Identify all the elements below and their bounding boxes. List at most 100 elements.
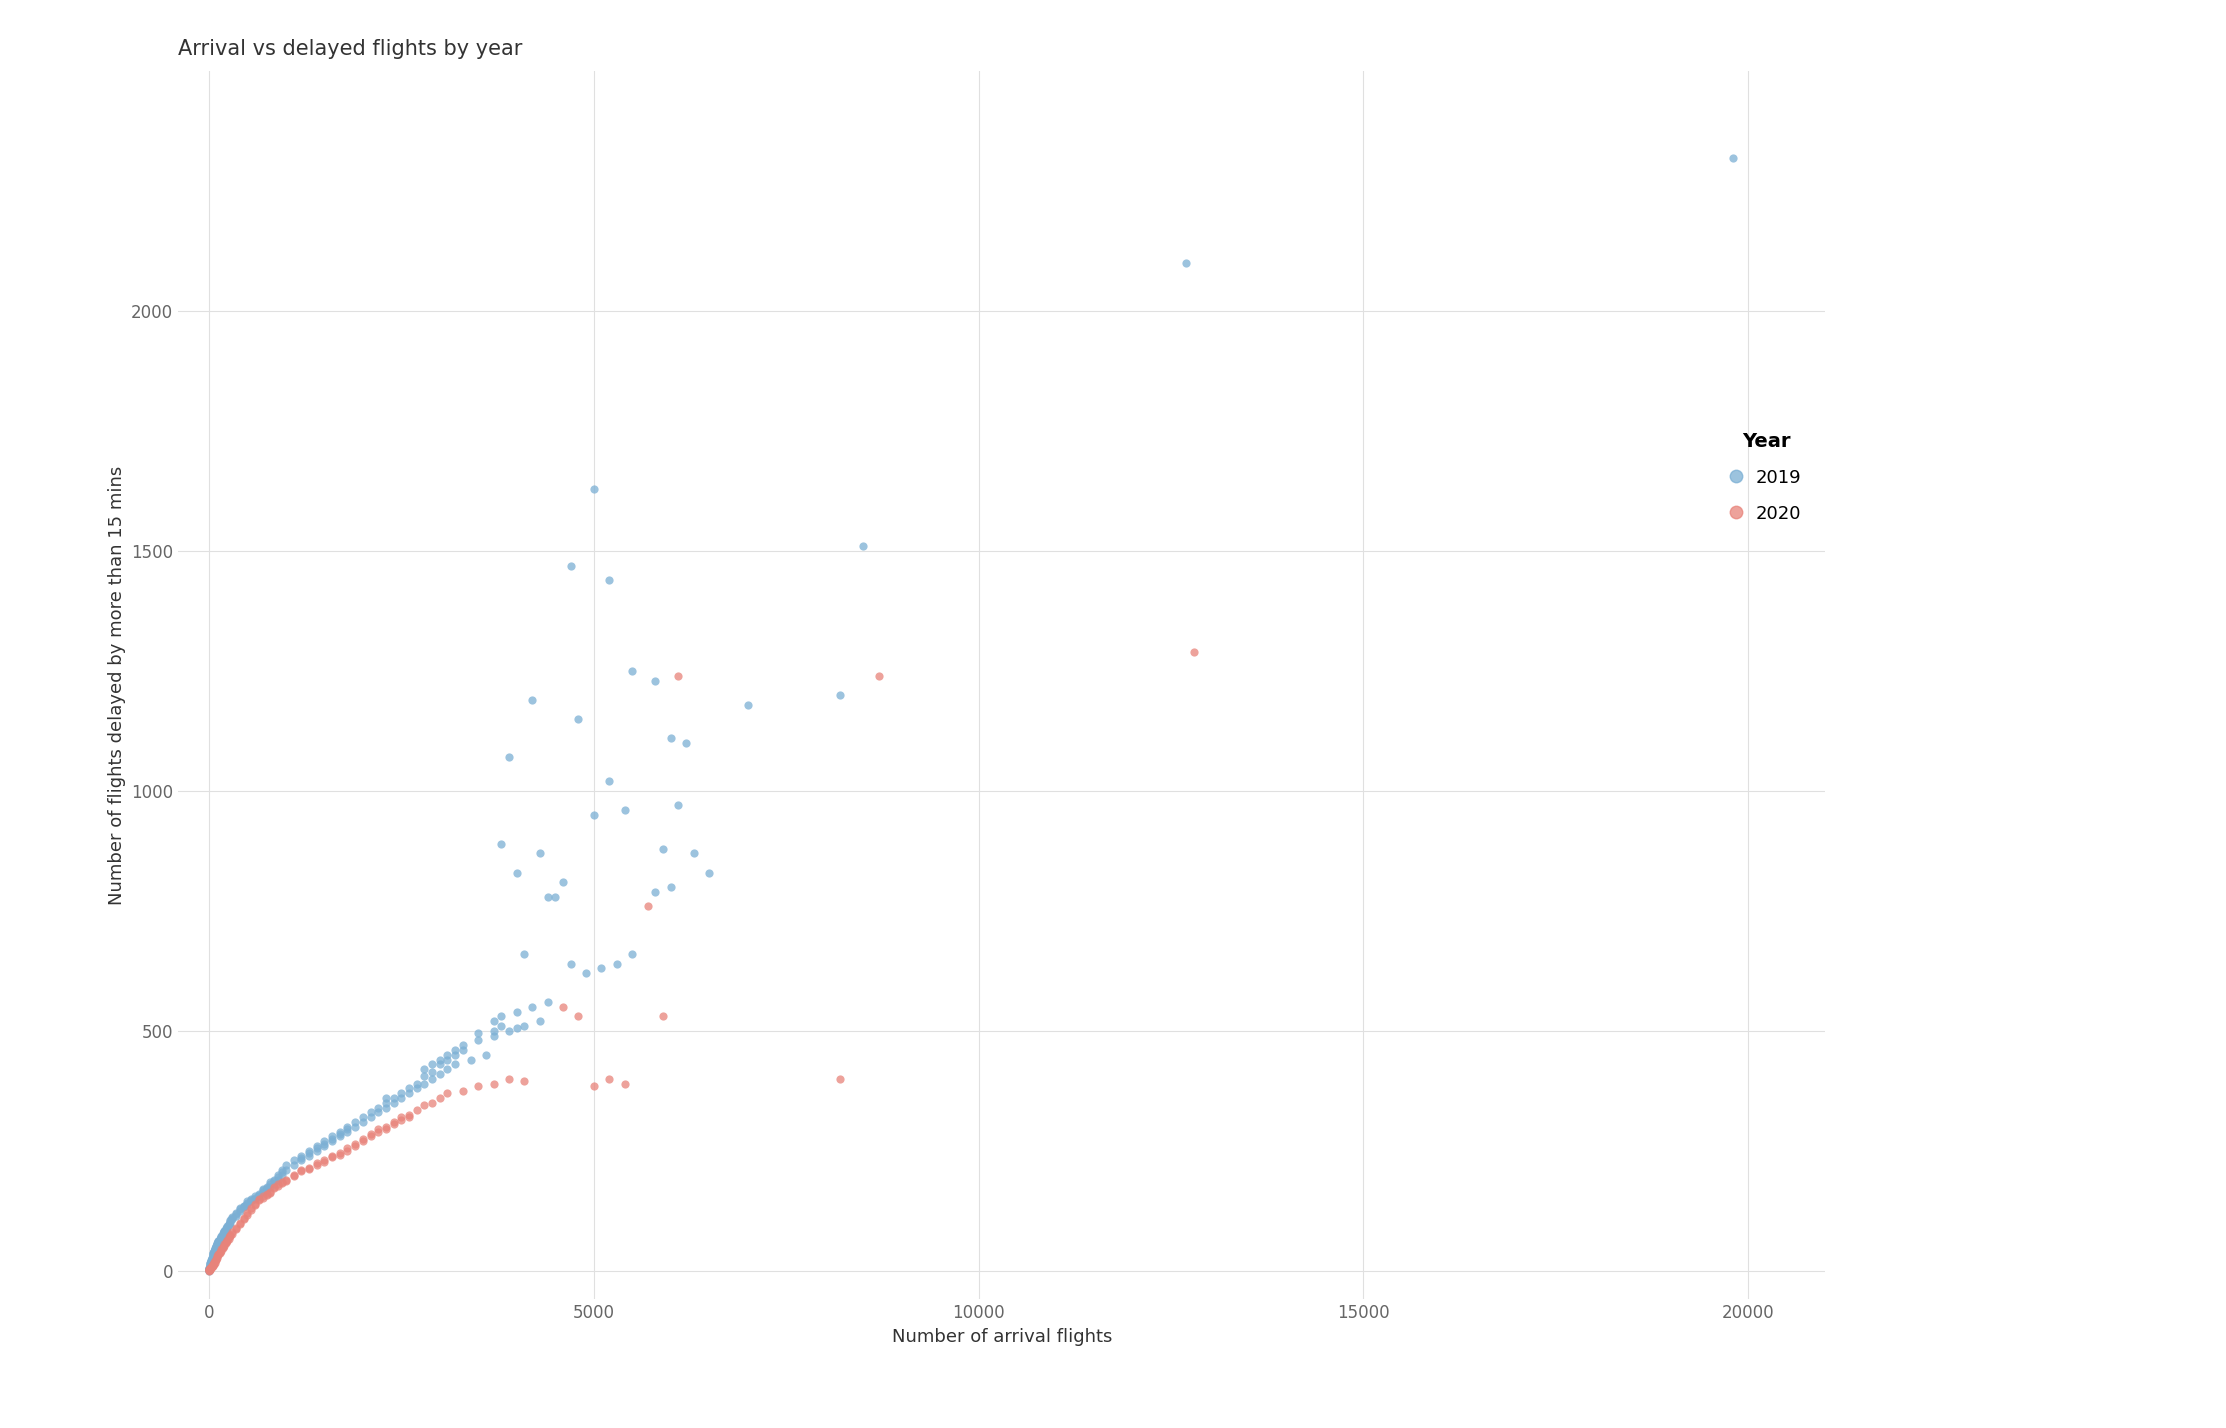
2020 (256, 1175, 292, 1198)
2020 (191, 1258, 227, 1281)
2020 (265, 1171, 301, 1194)
2020 (196, 1251, 232, 1274)
2019 (483, 1005, 519, 1028)
2019 (345, 1111, 381, 1134)
2020 (821, 1067, 857, 1090)
2019 (514, 995, 550, 1018)
2019 (198, 1237, 234, 1259)
2020 (191, 1259, 227, 1282)
2020 (252, 1181, 287, 1204)
2019 (599, 952, 634, 975)
2020 (249, 1182, 285, 1205)
2020 (260, 1174, 296, 1197)
2020 (229, 1204, 265, 1227)
2019 (307, 1132, 343, 1155)
2019 (223, 1197, 258, 1220)
2019 (191, 1255, 227, 1278)
2020 (630, 895, 666, 918)
2019 (196, 1240, 232, 1262)
2019 (205, 1222, 240, 1245)
2019 (392, 1077, 427, 1100)
2019 (323, 1122, 358, 1145)
2019 (561, 708, 597, 731)
Y-axis label: Number of flights delayed by more than 15 mins: Number of flights delayed by more than 1… (107, 466, 125, 905)
2020 (214, 1224, 249, 1247)
2020 (207, 1232, 243, 1255)
2020 (345, 1130, 381, 1152)
2020 (225, 1208, 260, 1231)
2020 (545, 995, 581, 1018)
2020 (203, 1238, 238, 1261)
2019 (592, 568, 628, 591)
2020 (267, 1168, 303, 1191)
2019 (407, 1072, 443, 1095)
2020 (298, 1154, 334, 1177)
2019 (240, 1185, 276, 1208)
2020 (492, 1067, 528, 1090)
2020 (198, 1251, 234, 1274)
2020 (461, 1075, 496, 1098)
2020 (292, 1157, 327, 1180)
2020 (218, 1217, 254, 1240)
2019 (252, 1175, 287, 1198)
2019 (252, 1172, 287, 1195)
2019 (194, 1247, 229, 1269)
2020 (265, 1172, 301, 1195)
2019 (209, 1215, 245, 1238)
2019 (209, 1217, 245, 1240)
2020 (191, 1258, 227, 1281)
2019 (249, 1178, 285, 1201)
2019 (223, 1198, 258, 1221)
2019 (205, 1224, 240, 1247)
2019 (361, 1097, 396, 1120)
2019 (568, 962, 603, 985)
2019 (476, 1020, 512, 1042)
2019 (508, 1015, 543, 1038)
2019 (376, 1087, 412, 1110)
2019 (234, 1190, 269, 1212)
2019 (646, 837, 681, 860)
2020 (214, 1221, 249, 1244)
2020 (407, 1094, 443, 1117)
2019 (196, 1245, 232, 1268)
2019 (592, 770, 628, 793)
2019 (846, 536, 881, 558)
2019 (198, 1234, 234, 1257)
2019 (191, 1254, 227, 1277)
2020 (314, 1144, 349, 1167)
2019 (196, 1244, 232, 1267)
2020 (207, 1234, 243, 1257)
2019 (577, 477, 612, 500)
2019 (476, 1010, 512, 1032)
2019 (198, 1235, 234, 1258)
2019 (298, 1137, 334, 1160)
2020 (245, 1185, 280, 1208)
2019 (276, 1154, 312, 1177)
2020 (196, 1254, 232, 1277)
2020 (392, 1104, 427, 1127)
2019 (214, 1210, 249, 1232)
2020 (276, 1164, 312, 1187)
2020 (260, 1172, 296, 1195)
2020 (561, 1005, 597, 1028)
2020 (861, 664, 897, 687)
2019 (329, 1115, 365, 1138)
2019 (203, 1227, 238, 1250)
2019 (245, 1178, 280, 1201)
2019 (252, 1171, 287, 1194)
2019 (191, 1254, 227, 1277)
2019 (608, 798, 643, 821)
2019 (205, 1222, 240, 1245)
2019 (283, 1150, 318, 1172)
2019 (430, 1058, 465, 1081)
2019 (194, 1250, 229, 1272)
2019 (383, 1087, 418, 1110)
2019 (367, 1097, 403, 1120)
2019 (545, 871, 581, 894)
2019 (203, 1228, 238, 1251)
2020 (198, 1245, 234, 1268)
2019 (207, 1218, 243, 1241)
2019 (200, 1231, 236, 1254)
2019 (214, 1211, 249, 1234)
2019 (292, 1144, 327, 1167)
